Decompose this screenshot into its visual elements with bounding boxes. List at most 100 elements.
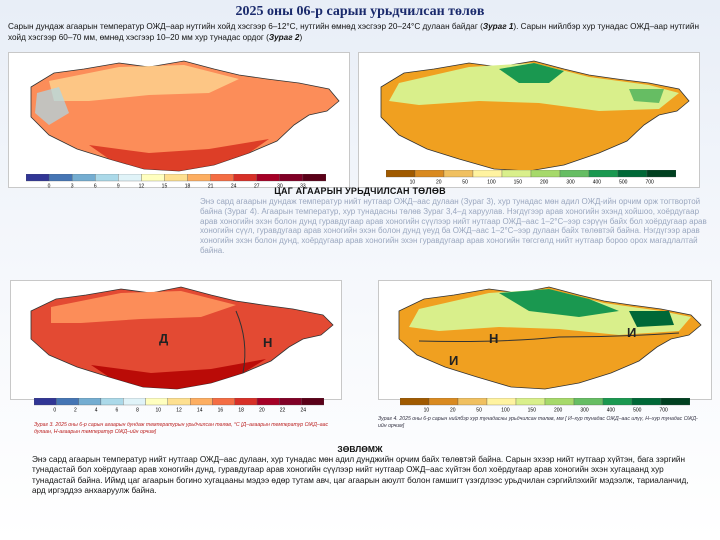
colorbar-tick-label: 20 bbox=[436, 180, 442, 185]
colorbar-tick-label: 700 bbox=[645, 180, 654, 185]
colorbar-swatch bbox=[428, 398, 459, 406]
colorbar-tick-label: 20 bbox=[450, 408, 456, 414]
colorbar-swatch bbox=[646, 170, 676, 178]
colorbar-tick-label: 3 bbox=[71, 184, 74, 189]
colorbar-swatch bbox=[530, 170, 561, 178]
fig4-east-dark bbox=[629, 311, 674, 327]
fig3-caption: Зураг 3. 2025 оны 6-р сарын агаарын дунд… bbox=[34, 422, 329, 435]
colorbar-swatch bbox=[212, 398, 235, 406]
colorbar-swatch bbox=[631, 398, 662, 406]
forecast-paragraph: Энэ сард агаарын дундаж температур нийт … bbox=[200, 197, 707, 255]
colorbar-swatch bbox=[118, 174, 142, 182]
colorbar-swatch bbox=[279, 174, 304, 182]
intro-ref-fig1: Зураг 1 bbox=[482, 22, 514, 31]
page-title: 2025 оны 06-р сарын урьдчилсан төлөв bbox=[235, 4, 485, 19]
colorbar-tick-label: 400 bbox=[593, 180, 602, 185]
colorbar-tick-label: 10 bbox=[156, 408, 162, 414]
intro-text-2: ). Сарын нийлбэр хур тунадас ОЖД–аар нут… bbox=[8, 22, 699, 42]
fig4-svg: Н И И bbox=[398, 286, 702, 390]
colorbar-tick-label: 22 bbox=[280, 408, 286, 414]
colorbar-swatch bbox=[141, 174, 165, 182]
colorbar-swatch bbox=[78, 398, 102, 406]
fig4-forest-dark bbox=[499, 289, 619, 317]
colorbar-swatch bbox=[256, 398, 280, 406]
colorbar-swatch bbox=[573, 398, 604, 406]
fig2-north-wet bbox=[389, 63, 679, 111]
colorbar-swatch bbox=[301, 398, 324, 406]
colorbar-swatch bbox=[48, 174, 73, 182]
fig4-caption: Зураг 4. 2025 оны 6-р сарын нийлбэр хур … bbox=[378, 416, 698, 429]
colorbar-tick-label: 50 bbox=[462, 180, 468, 185]
colorbar-tick-label: 150 bbox=[528, 408, 537, 414]
colorbar-tick-label: 18 bbox=[185, 184, 191, 189]
colorbar-swatch bbox=[187, 174, 211, 182]
colorbar-swatch bbox=[190, 398, 213, 406]
colorbar-tick-label: 21 bbox=[208, 184, 214, 189]
colorbar-swatch bbox=[167, 398, 191, 406]
fig2-precip-map bbox=[358, 52, 700, 188]
colorbar-tick-label: 18 bbox=[238, 408, 244, 414]
colorbar-swatch bbox=[145, 398, 168, 406]
colorbar-tick-label: 10 bbox=[410, 180, 416, 185]
colorbar-tick-label: 12 bbox=[139, 184, 145, 189]
colorbar-tick-label: 10 bbox=[424, 408, 430, 414]
colorbar-swatch bbox=[515, 398, 546, 406]
colorbar-swatch bbox=[210, 174, 234, 182]
colorbar-swatch bbox=[414, 170, 445, 178]
colorbar-tick-label: 150 bbox=[514, 180, 523, 185]
colorbar-swatch bbox=[56, 398, 79, 406]
colorbar-tick-label: 20 bbox=[259, 408, 265, 414]
colorbar-tick-label: 8 bbox=[136, 408, 139, 414]
fig2-forest-wet bbox=[499, 63, 564, 83]
fig1-temperature-map bbox=[8, 52, 350, 188]
colorbar-tick-label: 50 bbox=[476, 408, 482, 414]
colorbar-tick-label: 300 bbox=[566, 180, 575, 185]
colorbar-swatch bbox=[256, 174, 280, 182]
colorbar-tick-label: 27 bbox=[254, 184, 260, 189]
colorbar-tick-label: 6 bbox=[94, 184, 97, 189]
colorbar-tick-label: 0 bbox=[48, 184, 51, 189]
colorbar-swatch bbox=[302, 174, 326, 182]
colorbar-tick-label: 500 bbox=[619, 180, 628, 185]
fig3-north-mild bbox=[51, 291, 236, 323]
colorbar-swatch bbox=[123, 398, 146, 406]
colorbar-swatch bbox=[617, 170, 648, 178]
colorbar-tick-label: 24 bbox=[231, 184, 237, 189]
colorbar-tick-label: 300 bbox=[580, 408, 589, 414]
fig1-colorbar: 0 3 6 9 12 15 18 21 24 27 30 33 bbox=[26, 174, 326, 188]
colorbar-swatch bbox=[486, 398, 517, 406]
intro-text-1: Сарын дундаж агаарын температур ОЖД–аар … bbox=[8, 22, 483, 31]
colorbar-tick-label: 200 bbox=[540, 180, 549, 185]
colorbar-swatch bbox=[72, 174, 96, 182]
intro-ref-fig2: Зураг 2 bbox=[268, 33, 300, 42]
colorbar-tick-label: 6 bbox=[115, 408, 118, 414]
colorbar-swatch bbox=[443, 170, 474, 178]
fig4-label-normal: Н bbox=[489, 331, 498, 346]
forecast-section-title: ЦАГ АГААРЫН УРЬДЧИЛСАН ТӨЛӨВ bbox=[274, 186, 446, 196]
colorbar-swatch bbox=[457, 398, 488, 406]
colorbar-tick-label: 200 bbox=[554, 408, 563, 414]
fig3-label-normal: Н bbox=[263, 335, 272, 350]
colorbar-tick-label: 16 bbox=[218, 408, 224, 414]
fig2-colorbar: 10 20 50 100 150 200 300 400 500 700 bbox=[386, 170, 676, 184]
colorbar-swatch bbox=[544, 398, 575, 406]
colorbar-swatch bbox=[234, 398, 258, 406]
colorbar-tick-label: 24 bbox=[301, 408, 307, 414]
colorbar-tick-label: 15 bbox=[162, 184, 168, 189]
colorbar-tick-label: 4 bbox=[95, 408, 98, 414]
fig3-south-hot bbox=[91, 359, 266, 389]
colorbar-tick-label: 30 bbox=[277, 184, 283, 189]
colorbar-swatch bbox=[386, 170, 416, 178]
colorbar-swatch bbox=[400, 398, 430, 406]
fig3-svg: Д Н bbox=[30, 286, 334, 390]
fig1-south-hot bbox=[89, 139, 269, 171]
fig3-boundary-line bbox=[235, 310, 246, 374]
colorbar-swatch bbox=[233, 174, 257, 182]
colorbar-tick-label: 2 bbox=[74, 408, 77, 414]
colorbar-tick-label: 0 bbox=[53, 408, 56, 414]
colorbar-tick-label: 33 bbox=[300, 184, 306, 189]
colorbar-tick-label: 100 bbox=[501, 408, 510, 414]
fig2-east-wet bbox=[629, 89, 664, 103]
colorbar-tick-label: 500 bbox=[633, 408, 642, 414]
colorbar-swatch bbox=[660, 398, 690, 406]
